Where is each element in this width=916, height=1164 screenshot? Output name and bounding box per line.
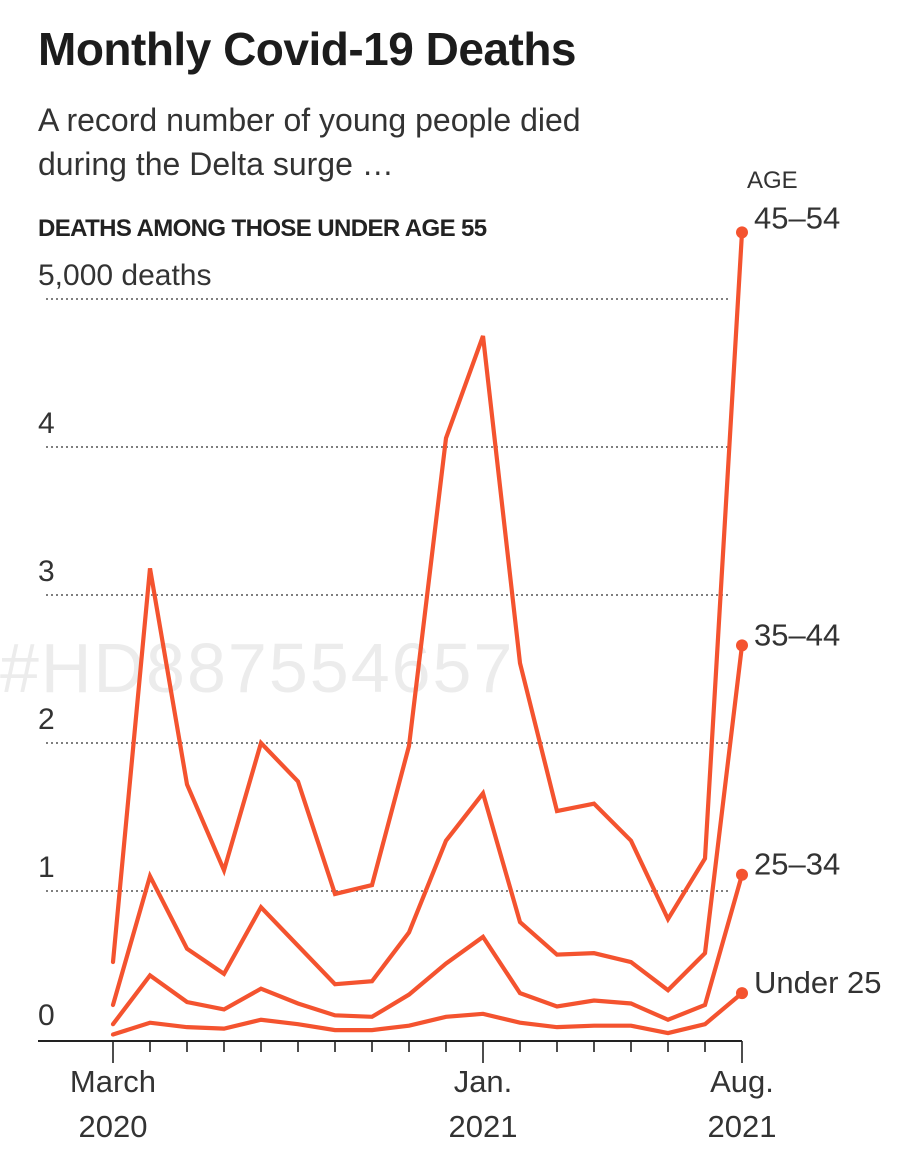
x-tick-label: 2021 <box>708 1109 777 1144</box>
series-label: 25–34 <box>754 847 840 882</box>
x-tick-label: Aug. <box>710 1064 774 1099</box>
x-tick-label: March <box>70 1064 156 1099</box>
y-tick-label: 2 <box>38 703 55 736</box>
series-end-marker <box>736 226 748 239</box>
series-end-marker <box>736 639 748 652</box>
series-label: 35–44 <box>754 617 840 652</box>
series-line <box>110 991 745 1037</box>
series-line <box>110 872 745 1027</box>
y-tick-label: 3 <box>38 555 55 588</box>
x-tick-label: 2021 <box>449 1109 518 1144</box>
y-tick-label: 1 <box>38 851 55 884</box>
page-subtitle: A record number of young people died dur… <box>38 102 581 182</box>
series-line <box>110 230 745 965</box>
series-label: Under 25 <box>754 965 882 1000</box>
series-line <box>110 643 745 1008</box>
series-label: 45–54 <box>754 200 840 235</box>
series-end-marker <box>736 987 748 1000</box>
series-end-marker <box>736 868 748 881</box>
y-tick-label: 5,000 deaths <box>38 259 211 292</box>
legend-header: AGE <box>747 167 798 194</box>
x-tick-label: 2020 <box>79 1109 148 1144</box>
chart-title: DEATHS AMONG THOSE UNDER AGE 55 <box>38 215 487 242</box>
y-tick-label: 0 <box>38 999 55 1032</box>
y-tick-label: 4 <box>38 407 55 440</box>
x-tick-label: Jan. <box>454 1064 513 1099</box>
page-title: Monthly Covid-19 Deaths <box>38 23 577 75</box>
watermark-text: #HD887554657 <box>0 629 515 707</box>
